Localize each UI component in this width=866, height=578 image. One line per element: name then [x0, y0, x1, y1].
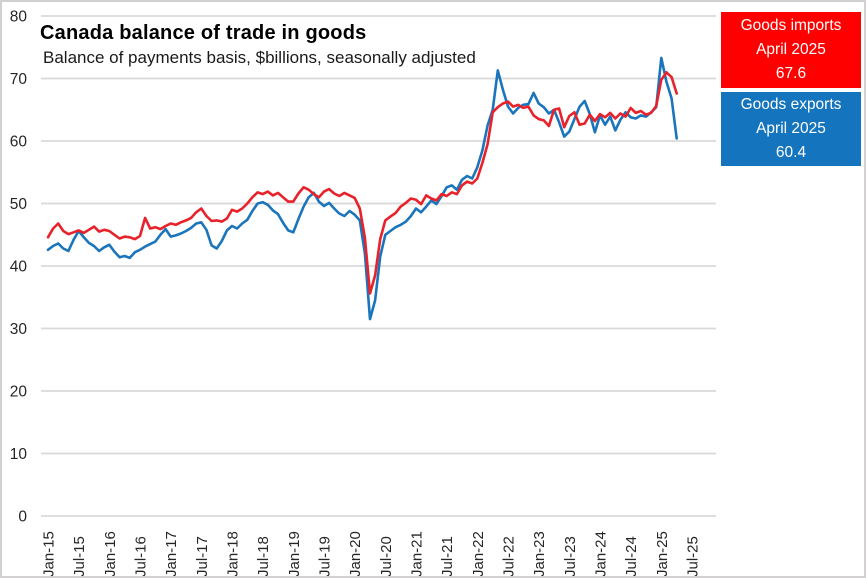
y-axis-tick-label: 0: [18, 509, 27, 526]
x-axis-tick-label: Jan-23: [531, 531, 548, 577]
x-axis-tick-label: Jan-19: [286, 531, 303, 577]
chart-subtitle: Balance of payments basis, $billions, se…: [43, 48, 476, 67]
x-axis-tick-label: Jan-15: [41, 531, 58, 577]
x-axis-tick-label: Jul-18: [255, 536, 272, 577]
x-axis-tick-label: Jan-25: [654, 531, 671, 577]
legend-exports-period: April 2025: [756, 120, 826, 137]
goods-exports-line: [46, 56, 679, 321]
legend-exports-label: Goods exports: [740, 96, 842, 113]
x-axis-tick-label: Jul-22: [500, 536, 517, 577]
chart-title: Canada balance of trade in goods: [40, 22, 367, 44]
x-axis-tick-label: Jan-17: [163, 531, 180, 577]
legend-imports-period: April 2025: [756, 41, 826, 58]
x-axis-tick-label: Jan-24: [592, 531, 609, 577]
x-axis-tick-label: Jul-19: [316, 536, 333, 577]
y-axis-tick-label: 20: [10, 384, 28, 401]
legend-imports-value: 67.6: [775, 65, 807, 82]
y-axis-tick-label: 50: [10, 196, 28, 213]
x-axis-tick-label: Jul-16: [132, 536, 149, 577]
x-axis-tick-label: Jan-20: [347, 531, 364, 577]
legend-imports-label: Goods imports: [740, 17, 842, 34]
x-axis-tick-label: Jul-24: [623, 536, 640, 577]
legend-goods-imports: Goods imports April 2025 67.6: [721, 12, 861, 88]
x-axis-tick-label: Jul-15: [71, 536, 88, 577]
x-axis-tick-label: Jan-16: [102, 531, 119, 577]
y-axis-tick-label: 70: [10, 71, 28, 88]
legend-exports-value: 60.4: [775, 144, 807, 161]
x-axis-tick-label: Jul-23: [562, 536, 579, 577]
x-axis-tick-label: Jul-21: [439, 536, 456, 577]
legend-goods-exports: Goods exports April 2025 60.4: [721, 92, 861, 166]
x-axis-tick-label: Jul-17: [194, 536, 211, 577]
x-axis-tick-label: Jan-21: [408, 531, 425, 577]
y-axis-tick-label: 60: [10, 134, 28, 151]
y-axis-tick-label: 10: [10, 446, 28, 463]
x-axis-tick-label: Jul-20: [378, 536, 395, 577]
y-axis-tick-label: 80: [10, 9, 28, 26]
goods-imports-line: [46, 71, 679, 295]
y-axis-tick-label: 30: [10, 321, 28, 338]
x-axis-tick-label: Jan-22: [470, 531, 487, 577]
y-axis-tick-label: 40: [10, 259, 28, 276]
x-axis-tick-label: Jan-18: [224, 531, 241, 577]
x-axis-tick-label: Jul-25: [684, 536, 701, 577]
